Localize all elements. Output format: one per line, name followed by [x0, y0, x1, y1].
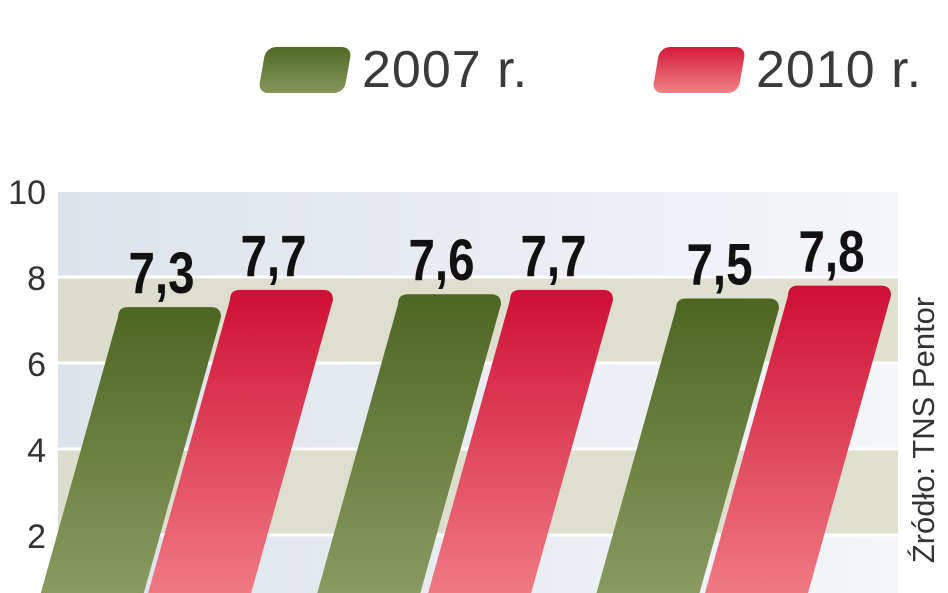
legend-item-2007: 2007 r.: [257, 40, 529, 100]
y-tick-label: 10: [8, 174, 46, 212]
y-tick-label: 8: [27, 260, 46, 298]
y-tick-label: 2: [27, 518, 46, 556]
bar-2007: [40, 307, 221, 593]
y-tick-label: 6: [27, 346, 46, 384]
bar-2010: [428, 289, 613, 593]
bar-2007: [317, 294, 501, 593]
legend-item-2010: 2010 r.: [651, 40, 923, 100]
source-note: Źródło: TNS Pentor: [906, 296, 941, 564]
bar-2010: [148, 289, 333, 593]
data-label: 7,3: [128, 242, 194, 307]
data-label: 7,7: [520, 225, 586, 290]
bar-2007: [596, 298, 779, 593]
data-label: 7,5: [686, 233, 752, 298]
bar-2010: [705, 285, 891, 593]
y-tick-label: 4: [27, 432, 46, 470]
data-label: 7,7: [240, 225, 306, 290]
data-label: 7,6: [408, 229, 474, 294]
legend-label-2010: 2010 r.: [756, 41, 923, 99]
legend-label-2007: 2007 r.: [362, 41, 529, 99]
data-label: 7,8: [798, 220, 864, 285]
